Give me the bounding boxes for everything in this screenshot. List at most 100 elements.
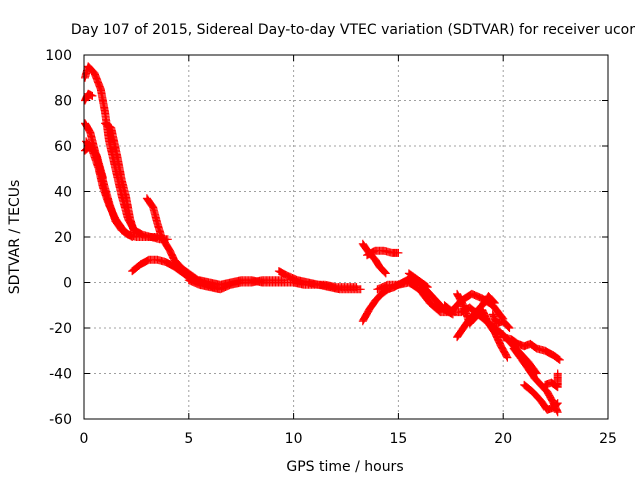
- data-point: [394, 248, 403, 257]
- y-tick-label: -20: [49, 321, 72, 337]
- data-point: [161, 258, 177, 270]
- series-track-20: [453, 292, 499, 342]
- data-point: [423, 283, 432, 292]
- data-point: [170, 255, 182, 268]
- series-track-11: [274, 267, 365, 294]
- data-point: [117, 176, 130, 199]
- data-point: [101, 119, 115, 131]
- data-point: [90, 69, 105, 92]
- y-tick-label: 40: [54, 185, 72, 201]
- data-point: [149, 203, 161, 226]
- data-point: [543, 387, 557, 406]
- data-point: [381, 269, 390, 278]
- data-point: [518, 355, 532, 372]
- data-point: [126, 214, 138, 236]
- data-point: [274, 267, 291, 279]
- data-point: [153, 219, 166, 240]
- data-point: [107, 123, 122, 160]
- axis-ticks: 0 5 10 15 20 25 -60 -40 -20 0 20 40 60 80 100: [45, 48, 617, 447]
- x-axis-label: GPS time / hours: [286, 459, 403, 475]
- series-track-14: [363, 246, 403, 260]
- data-point: [81, 119, 94, 136]
- data-point: [88, 91, 97, 100]
- series-track-21: [499, 333, 564, 364]
- data-point: [96, 85, 109, 115]
- series-track-25: [488, 310, 514, 332]
- y-tick-label: -40: [49, 367, 72, 383]
- series-track-24: [541, 369, 562, 392]
- data-point: [553, 408, 562, 417]
- data-point: [417, 278, 431, 291]
- data-point: [490, 328, 505, 349]
- data-point: [375, 262, 389, 277]
- x-tick-label: 5: [184, 431, 193, 447]
- data-point: [404, 269, 419, 282]
- y-tick-label: 0: [63, 276, 72, 292]
- data-point: [371, 290, 385, 305]
- data-point: [92, 151, 107, 181]
- x-tick-label: 20: [494, 431, 512, 447]
- data-point: [526, 339, 540, 352]
- x-tick-label: 15: [389, 431, 407, 447]
- data-point: [176, 267, 190, 279]
- data-point: [530, 374, 544, 388]
- data-point: [499, 317, 513, 331]
- y-axis-label: SDTVAR / TECUs: [7, 180, 23, 295]
- data-point: [111, 217, 125, 233]
- data-point: [520, 380, 536, 395]
- data-point: [528, 387, 544, 404]
- x-tick-label: 0: [80, 431, 89, 447]
- data-point: [352, 283, 361, 292]
- data-point: [503, 353, 512, 362]
- series-track-4: [81, 142, 107, 182]
- series-track-23: [520, 380, 562, 414]
- data-point: [465, 309, 480, 323]
- plot-frame: [83, 54, 609, 420]
- data-point: [98, 173, 107, 182]
- data-point: [411, 273, 425, 286]
- series-track-17: [404, 269, 432, 292]
- data-point: [553, 369, 562, 378]
- data-point: [105, 137, 120, 172]
- data-point: [507, 335, 521, 348]
- grid-lines: [84, 55, 608, 419]
- data-point: [415, 285, 433, 306]
- data-point: [84, 62, 98, 77]
- data-point: [472, 302, 486, 317]
- data-point: [130, 228, 139, 237]
- y-tick-label: 100: [45, 48, 72, 64]
- y-tick-label: -60: [49, 412, 72, 428]
- data-point: [505, 324, 514, 332]
- data-point: [484, 292, 498, 306]
- data-point: [549, 400, 561, 412]
- data-point: [170, 262, 184, 275]
- data-points: [81, 62, 564, 417]
- data-point: [488, 301, 507, 322]
- series-track-6: [81, 89, 97, 105]
- data-point: [157, 233, 169, 247]
- data-point: [117, 226, 131, 238]
- chart-title: Day 107 of 2015, Sidereal Day-to-day VTE…: [71, 22, 635, 38]
- data-point: [371, 255, 383, 270]
- data-point: [509, 344, 526, 363]
- data-point: [453, 325, 467, 342]
- x-tick-label: 25: [599, 431, 617, 447]
- data-point: [356, 285, 365, 294]
- data-point: [425, 299, 444, 316]
- y-tick-label: 20: [54, 230, 72, 246]
- data-point: [365, 297, 379, 314]
- data-point: [524, 358, 540, 377]
- data-point: [482, 317, 498, 332]
- data-point: [377, 286, 391, 298]
- series-track-13: [358, 239, 390, 278]
- series-track-12: [258, 278, 361, 292]
- y-tick-label: 80: [54, 94, 72, 110]
- data-point: [555, 355, 564, 364]
- series-track-7: [142, 194, 218, 292]
- data-point: [105, 198, 119, 224]
- data-point: [128, 261, 144, 276]
- y-tick-label: 60: [54, 139, 72, 155]
- data-point: [161, 239, 174, 254]
- data-point: [524, 364, 538, 381]
